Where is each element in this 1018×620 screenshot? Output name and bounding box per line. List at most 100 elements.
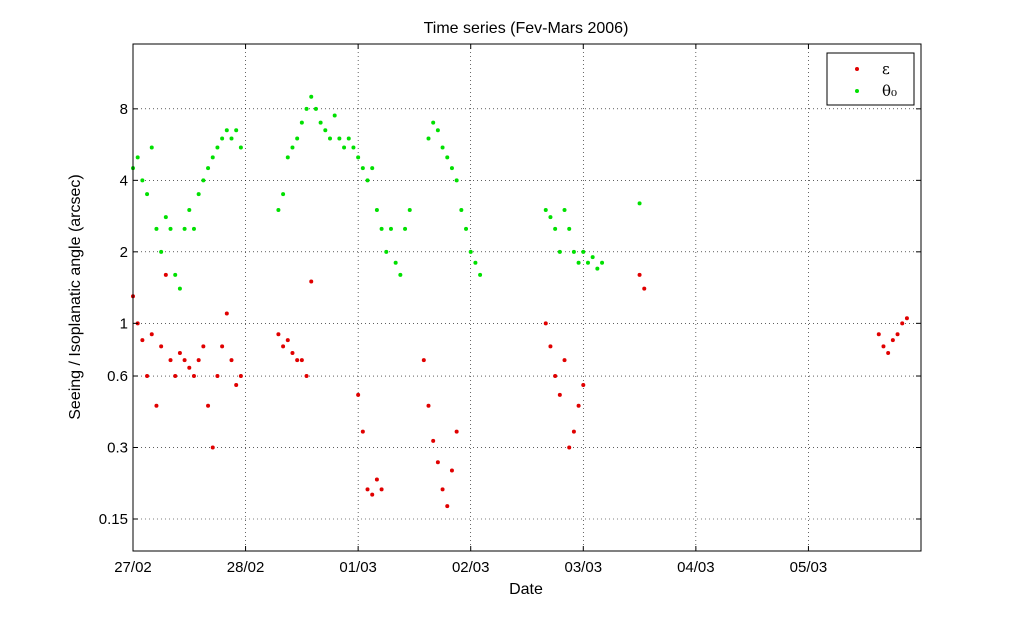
data-point: [374, 477, 379, 482]
y-tick-label: 8: [120, 101, 128, 118]
data-point: [571, 249, 576, 254]
data-points: [131, 94, 909, 509]
data-point: [220, 344, 225, 349]
data-point: [454, 429, 459, 434]
legend-label: ε: [882, 60, 890, 78]
chart-title: Time series (Fev-Mars 2006): [424, 20, 629, 37]
data-point: [581, 382, 586, 387]
data-point: [187, 365, 192, 370]
data-point: [468, 249, 473, 254]
data-point: [571, 429, 576, 434]
data-point: [309, 94, 314, 99]
data-point: [276, 332, 281, 337]
data-point: [337, 136, 342, 141]
data-point: [543, 208, 548, 213]
data-point: [637, 201, 642, 206]
series-epsilon: [131, 272, 909, 509]
data-point: [553, 374, 558, 379]
data-point: [365, 487, 370, 492]
series-theta0: [131, 94, 642, 291]
data-point: [163, 272, 168, 277]
legend: ε θ₀: [826, 52, 915, 106]
data-point: [201, 344, 206, 349]
data-point: [304, 374, 309, 379]
data-point: [163, 215, 168, 220]
y-tick-label: 0.3: [107, 440, 128, 457]
data-point: [431, 120, 436, 125]
data-point: [881, 344, 886, 349]
data-point: [210, 445, 215, 450]
data-point: [388, 226, 393, 231]
data-point: [215, 145, 220, 150]
x-tick-label: 28/02: [227, 559, 265, 576]
y-tick-label: 2: [120, 244, 128, 261]
data-point: [220, 136, 225, 141]
data-point: [548, 215, 553, 220]
data-point: [323, 128, 328, 133]
data-point: [177, 286, 182, 291]
data-point: [206, 166, 211, 171]
data-point: [356, 155, 361, 160]
data-point: [191, 374, 196, 379]
data-point: [548, 344, 553, 349]
data-point: [140, 178, 145, 183]
data-point: [229, 358, 234, 363]
data-point: [191, 226, 196, 231]
data-point: [445, 504, 450, 509]
data-point: [557, 249, 562, 254]
data-point: [318, 120, 323, 125]
data-point: [351, 145, 356, 150]
data-point: [177, 351, 182, 356]
data-point: [562, 208, 567, 213]
data-point: [215, 374, 220, 379]
data-point: [478, 272, 483, 277]
data-point: [313, 106, 318, 111]
data-point: [154, 226, 159, 231]
data-point: [229, 136, 234, 141]
y-tick-label: 0.15: [99, 511, 128, 528]
data-point: [182, 358, 187, 363]
x-tick-label: 03/03: [565, 559, 603, 576]
data-point: [360, 429, 365, 434]
data-point: [276, 208, 281, 213]
data-point: [168, 358, 173, 363]
data-point: [173, 374, 178, 379]
data-point: [140, 338, 145, 343]
data-point: [159, 344, 164, 349]
data-point: [567, 445, 572, 450]
data-point: [370, 166, 375, 171]
legend-label: θ₀: [882, 82, 897, 100]
data-point: [370, 492, 375, 497]
data-point: [454, 178, 459, 183]
data-point: [285, 155, 290, 160]
data-point: [557, 392, 562, 397]
data-point: [224, 128, 229, 133]
data-point: [135, 155, 140, 160]
x-tick-label: 01/03: [339, 559, 377, 576]
data-point: [210, 155, 215, 160]
plot-area-frame: [132, 43, 922, 552]
data-point: [234, 128, 239, 133]
y-tick-label: 1: [120, 315, 128, 332]
data-point: [590, 255, 595, 260]
data-point: [379, 487, 384, 492]
data-point: [299, 120, 304, 125]
data-point: [281, 344, 286, 349]
data-point: [187, 208, 192, 213]
data-point: [431, 438, 436, 443]
data-point: [886, 351, 891, 356]
data-point: [398, 272, 403, 277]
data-point: [440, 487, 445, 492]
data-point: [206, 403, 211, 408]
axis-ticks: 27/02 28/02 01/03 02/03 03/03 04/03 05/03 0.15 0…: [99, 44, 921, 576]
data-point: [365, 178, 370, 183]
data-point: [876, 332, 881, 337]
data-point: [238, 374, 243, 379]
legend-box: [826, 52, 915, 106]
data-point: [196, 358, 201, 363]
data-point: [304, 106, 309, 111]
data-point: [379, 226, 384, 231]
data-point: [895, 332, 900, 337]
data-point: [290, 145, 295, 150]
